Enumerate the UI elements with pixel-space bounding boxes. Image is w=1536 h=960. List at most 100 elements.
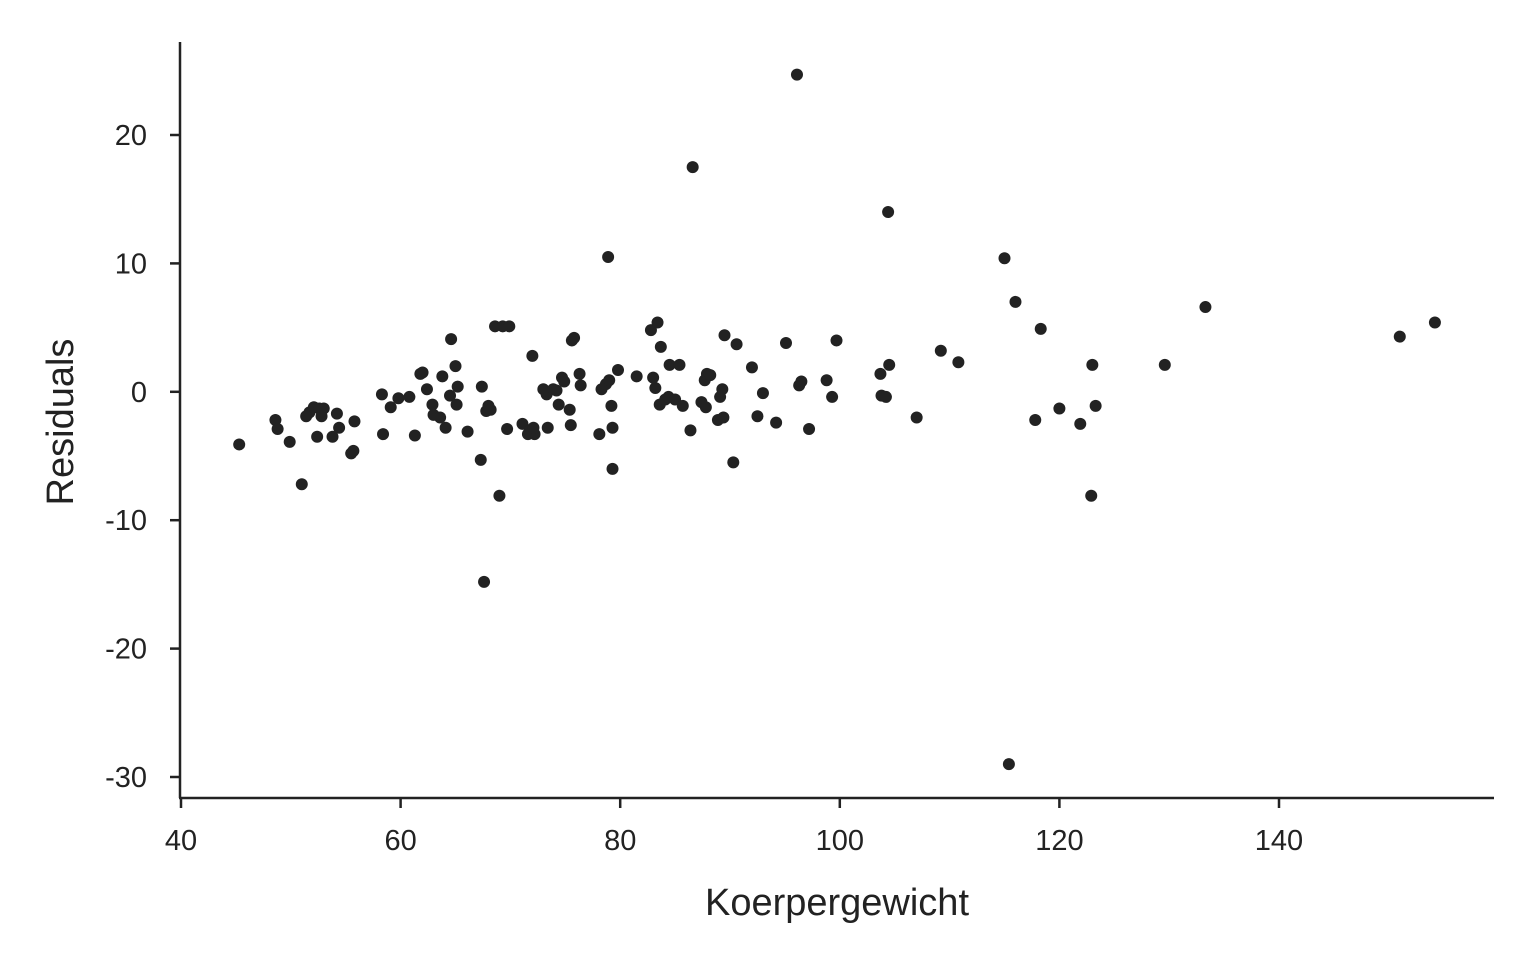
data-point — [879, 390, 892, 403]
y-tick-label: 20 — [115, 120, 147, 152]
data-point — [603, 374, 616, 387]
data-point — [934, 344, 947, 357]
data-point — [333, 421, 346, 434]
data-point — [998, 252, 1011, 265]
data-point — [434, 411, 447, 424]
data-point — [612, 363, 625, 376]
data-point — [439, 421, 452, 434]
y-tick-label: -20 — [105, 634, 147, 666]
data-point — [503, 320, 516, 333]
data-point — [606, 462, 619, 475]
data-point — [830, 334, 843, 347]
data-point — [377, 428, 390, 441]
data-point — [1199, 301, 1212, 314]
data-point — [450, 398, 463, 411]
data-point — [593, 428, 606, 441]
data-point — [663, 358, 676, 371]
data-point — [1034, 322, 1047, 335]
data-point — [436, 370, 449, 383]
y-axis-ticks: -30 -20 -10 0 10 20 — [105, 120, 180, 794]
data-point — [233, 438, 246, 451]
data-point — [311, 430, 324, 443]
x-axis-title: Koerpergewicht — [705, 882, 969, 924]
data-point — [444, 389, 457, 402]
data-point — [910, 411, 923, 424]
data-point — [563, 403, 576, 416]
data-point — [375, 388, 388, 401]
data-point — [704, 369, 717, 382]
data-point — [630, 370, 643, 383]
data-point — [883, 358, 896, 371]
data-point — [493, 489, 506, 502]
data-point — [558, 375, 571, 388]
data-point — [484, 403, 497, 416]
data-point — [790, 68, 803, 81]
data-point — [699, 401, 712, 414]
data-point — [283, 435, 296, 448]
axes-layer: -30 -20 -10 0 10 20 40 60 80 100 120 140 — [105, 42, 1494, 857]
data-point — [673, 358, 686, 371]
y-axis-title: Residuals — [40, 339, 82, 506]
data-point — [568, 331, 581, 344]
data-point — [317, 402, 330, 415]
data-point — [803, 423, 816, 436]
data-point — [1428, 316, 1441, 329]
data-point — [602, 250, 615, 263]
data-point — [474, 453, 487, 466]
data-point — [826, 390, 839, 403]
data-point — [1053, 402, 1066, 415]
data-point — [541, 421, 554, 434]
data-point — [952, 356, 965, 369]
data-point — [552, 398, 565, 411]
data-point — [1009, 295, 1022, 308]
data-point — [573, 367, 586, 380]
data-point — [756, 387, 769, 400]
data-point — [461, 425, 474, 438]
data-point — [751, 410, 764, 423]
data-point — [770, 416, 783, 429]
data-point — [1074, 417, 1087, 430]
data-point — [416, 366, 429, 379]
data-point — [271, 423, 284, 436]
data-point — [330, 407, 343, 420]
data-point — [745, 361, 758, 374]
x-tick-label: 40 — [165, 825, 197, 857]
data-point — [445, 333, 458, 346]
data-point — [684, 424, 697, 437]
data-point — [795, 375, 808, 388]
data-point — [449, 360, 462, 373]
data-point — [475, 380, 488, 393]
y-tick-label: -10 — [105, 505, 147, 537]
data-point — [348, 415, 361, 428]
x-tick-label: 120 — [1035, 825, 1083, 857]
data-point — [718, 329, 731, 342]
data-point — [654, 340, 667, 353]
data-point — [605, 399, 618, 412]
y-tick-label: 0 — [131, 377, 147, 409]
data-point — [295, 478, 308, 491]
data-point — [651, 316, 664, 329]
data-point — [820, 374, 833, 387]
data-point — [606, 421, 619, 434]
data-point — [384, 401, 397, 414]
x-tick-label: 140 — [1255, 825, 1303, 857]
data-point — [1393, 330, 1406, 343]
data-point — [420, 383, 433, 396]
data-point — [574, 379, 587, 392]
data-point — [501, 423, 514, 436]
x-axis-ticks: 40 60 80 100 120 140 — [165, 798, 1303, 857]
data-point — [727, 456, 740, 469]
points-layer — [233, 68, 1441, 771]
data-point — [676, 399, 689, 412]
data-point — [686, 161, 699, 174]
data-point — [647, 371, 660, 384]
data-point — [403, 390, 416, 403]
data-point — [1002, 758, 1015, 771]
y-tick-label: 10 — [115, 248, 147, 280]
data-point — [564, 419, 577, 432]
data-point — [874, 367, 887, 380]
data-point — [269, 414, 282, 427]
x-tick-label: 80 — [604, 825, 636, 857]
data-point — [526, 349, 539, 362]
